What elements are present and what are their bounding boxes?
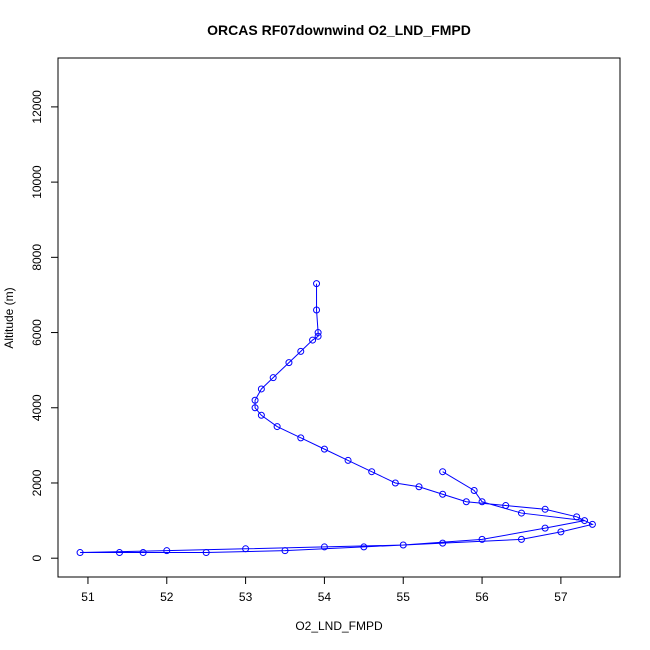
- data-point: [269, 374, 277, 382]
- data-point: [139, 549, 147, 557]
- data-point: [391, 479, 399, 487]
- x-tick-label: 54: [318, 590, 332, 604]
- y-tick-label: 10000: [30, 165, 44, 199]
- data-point: [399, 541, 407, 549]
- data-point: [163, 547, 171, 555]
- x-tick-label: 53: [239, 590, 253, 604]
- data-point: [320, 543, 328, 551]
- y-tick-label: 4000: [30, 394, 44, 421]
- x-tick-label: 52: [160, 590, 174, 604]
- y-tick-label: 8000: [30, 244, 44, 271]
- data-point: [344, 456, 352, 464]
- data-point: [573, 513, 581, 521]
- data-point: [557, 528, 565, 536]
- plot-frame: [57, 57, 621, 578]
- data-point: [242, 545, 250, 553]
- data-point: [202, 549, 210, 557]
- data-point: [76, 549, 84, 557]
- data-point: [541, 524, 549, 532]
- y-tick-label: 6000: [30, 319, 44, 346]
- data-point: [314, 329, 322, 337]
- y-tick-label: 12000: [30, 90, 44, 124]
- data-point: [309, 336, 317, 344]
- x-tick-label: 55: [397, 590, 411, 604]
- data-point: [320, 445, 328, 453]
- data-point: [115, 549, 123, 557]
- data-point: [588, 520, 596, 528]
- x-axis-label: O2_LND_FMPD: [295, 619, 383, 633]
- data-point: [314, 332, 322, 340]
- data-point: [313, 280, 321, 288]
- data-point: [297, 347, 305, 355]
- data-point: [439, 468, 447, 476]
- x-tick-label: 56: [475, 590, 489, 604]
- data-point: [360, 543, 368, 551]
- data-point: [297, 434, 305, 442]
- data-point: [517, 509, 525, 517]
- y-tick-label: 2000: [30, 469, 44, 496]
- data-point: [257, 385, 265, 393]
- y-tick-label: 0: [30, 555, 44, 562]
- chart-title: ORCAS RF07downwind O2_LND_FMPD: [207, 22, 471, 38]
- data-point: [517, 535, 525, 543]
- y-axis-label: Altitude (m): [2, 287, 16, 348]
- data-point: [478, 498, 486, 506]
- data-point: [251, 404, 259, 412]
- data-point: [541, 505, 549, 513]
- x-tick-label: 51: [81, 590, 95, 604]
- data-point: [462, 498, 470, 506]
- data-point: [281, 547, 289, 555]
- x-tick-label: 57: [554, 590, 568, 604]
- data-point: [273, 423, 281, 431]
- data-point: [439, 490, 447, 498]
- data-point: [415, 483, 423, 491]
- data-point: [470, 487, 478, 494]
- data-point: [251, 396, 259, 404]
- trajectory-line: [80, 283, 594, 554]
- data-point: [478, 535, 486, 543]
- data-point: [368, 468, 376, 476]
- data-point: [313, 306, 321, 314]
- data-point: [581, 517, 589, 525]
- data-point: [502, 502, 510, 510]
- data-point: [439, 539, 447, 547]
- data-point: [257, 411, 265, 419]
- data-point: [285, 359, 293, 367]
